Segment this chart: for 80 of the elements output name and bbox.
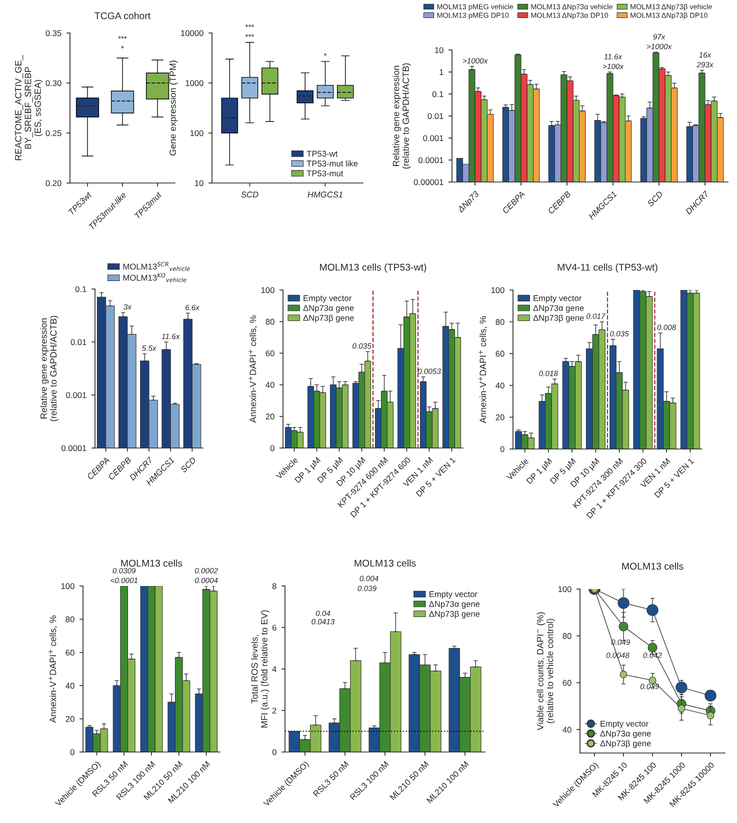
y-tick-label: 0.20 xyxy=(46,180,62,186)
y-axis-title: Total ROS levels, MFI (a.u.) (fold relative to EV) xyxy=(251,610,270,728)
y-tick-label: 80 xyxy=(266,318,274,325)
y-tick-label: 20 xyxy=(266,414,274,420)
chart-title: MOLM13 cells xyxy=(354,560,416,567)
y-tick-label: 0 xyxy=(500,446,504,452)
legend-label: TP53-mut xyxy=(306,170,344,176)
chart-title: MOLM13 cells xyxy=(622,562,684,570)
y-axis-title: Relative gene expression (relative to GAPDH/ACTB) xyxy=(40,316,58,422)
y-tick-label: 0.001 xyxy=(423,135,444,142)
chart-title: MV4-11 cells (TP53-wt) xyxy=(558,264,658,273)
y-tick-label: 1000 xyxy=(186,80,204,86)
y-axis-title: Gene expression (TPM) xyxy=(169,60,178,156)
y-tick-label: 0.35 xyxy=(46,30,62,36)
legend-label: ΔNp73α gene xyxy=(600,730,651,738)
y-tick-label: 0.01 xyxy=(428,113,444,120)
y-tick-label: 20 xyxy=(66,716,74,722)
y-tick-label: 6 xyxy=(272,624,276,631)
legend-label: TP53-wt xyxy=(306,150,338,157)
legend-label: ΔNp73β gene xyxy=(600,740,651,748)
y-tick-label: 60 xyxy=(496,350,504,357)
y-tick-label: 40 xyxy=(496,382,504,388)
y-tick-label: 80 xyxy=(562,633,572,639)
y-tick-label: 2 xyxy=(272,708,276,714)
y-tick-label: 0.01 xyxy=(70,339,86,346)
y-tick-label: 0.0001 xyxy=(62,445,86,452)
chart-title: MOLM13 cells (TP53-wt) xyxy=(320,264,426,273)
y-tick-label: 100 xyxy=(61,583,74,590)
y-tick-label: 0.0001 xyxy=(418,157,444,164)
y-tick-label: 0.1 xyxy=(432,91,444,98)
y-tick-label: 80 xyxy=(66,616,74,622)
y-tick-label: 60 xyxy=(562,680,572,686)
y-tick-label: 0 xyxy=(272,749,276,756)
y-tick-label: 80 xyxy=(496,319,504,325)
legend-label: ΔNp73α gene xyxy=(533,305,584,313)
y-tick-label: 10000 xyxy=(181,30,204,36)
legend-label: TP53-mut like xyxy=(306,160,358,166)
legend-label: MOLM13$^{KO}$$_{vehicle}$ xyxy=(123,273,186,282)
y-tick-label: 0.1 xyxy=(75,286,86,292)
y-tick-label: 60 xyxy=(66,650,74,656)
y-tick-label: 40 xyxy=(66,682,74,689)
y-tick-label: 60 xyxy=(266,350,274,356)
legend-label: ΔNp73α gene xyxy=(303,305,354,313)
y-tick-label: 100 xyxy=(558,586,572,592)
x-tick-label: SCD xyxy=(241,192,258,198)
y-tick-label: 8 xyxy=(272,583,276,590)
y-axis-title: Annexin-V$^{+}$DAPI$^{+}$ cells, % xyxy=(48,616,58,723)
y-tick-label: 4 xyxy=(272,666,276,672)
y-tick-label: 0 xyxy=(70,749,74,756)
legend-label: ΔNp73α gene xyxy=(429,601,480,609)
y-tick-label: 0.001 xyxy=(66,392,86,398)
y-tick-label: 0.00001 xyxy=(414,179,444,186)
legend-label: Empty vector xyxy=(600,720,648,728)
legend-label: ΔNp73β gene xyxy=(533,314,584,322)
legend-label: ΔNp73β gene xyxy=(303,314,354,322)
legend-label: Empty vector xyxy=(304,295,352,303)
y-tick-label: 0.25 xyxy=(46,130,62,136)
y-tick-label: 0 xyxy=(270,445,274,452)
legend-label: ΔNp73β gene xyxy=(429,610,480,618)
y-axis-title: REACTOME_ACTIV_GE_ BY_SREBF_SREBP (ES, ssGSEA) xyxy=(15,55,43,160)
y-tick-label: 0.30 xyxy=(46,80,62,86)
y-tick-label: 20 xyxy=(496,414,504,420)
chart-title: TCGA cohort xyxy=(94,12,151,20)
x-tick-label: HMGCS1 xyxy=(308,192,342,198)
legend-label: Empty vector xyxy=(430,591,478,599)
y-axis-title: Viable cell counts, DAPI$^{−}$ (%) (relative to vehicle control) xyxy=(536,612,555,730)
y-tick-label: 40 xyxy=(266,382,274,388)
y-tick-label: 100 xyxy=(190,130,204,136)
chart-title: MOLM13 cells xyxy=(121,560,182,567)
y-tick-label: 10 xyxy=(435,47,444,54)
y-axis-title: Relative gene expression (relative to GAPDH/ACTB) xyxy=(392,63,411,169)
y-axis-title: Annexin-V$^{+}$DAPI$^{+}$ cells, % xyxy=(478,316,488,424)
y-tick-label: 100 xyxy=(491,287,504,294)
y-tick-label: 1 xyxy=(440,69,444,76)
legend-label: MOLM13$^{SCR}$$_{vehicle}$ xyxy=(123,262,190,271)
y-axis-title: Annexin-V$^{+}$DAPI$^{+}$ cells, % xyxy=(248,316,258,423)
y-tick-label: 40 xyxy=(562,726,572,733)
legend-label: Empty vector xyxy=(534,295,582,303)
y-tick-label: 100 xyxy=(261,287,274,294)
y-tick-label: 10 xyxy=(195,180,204,186)
